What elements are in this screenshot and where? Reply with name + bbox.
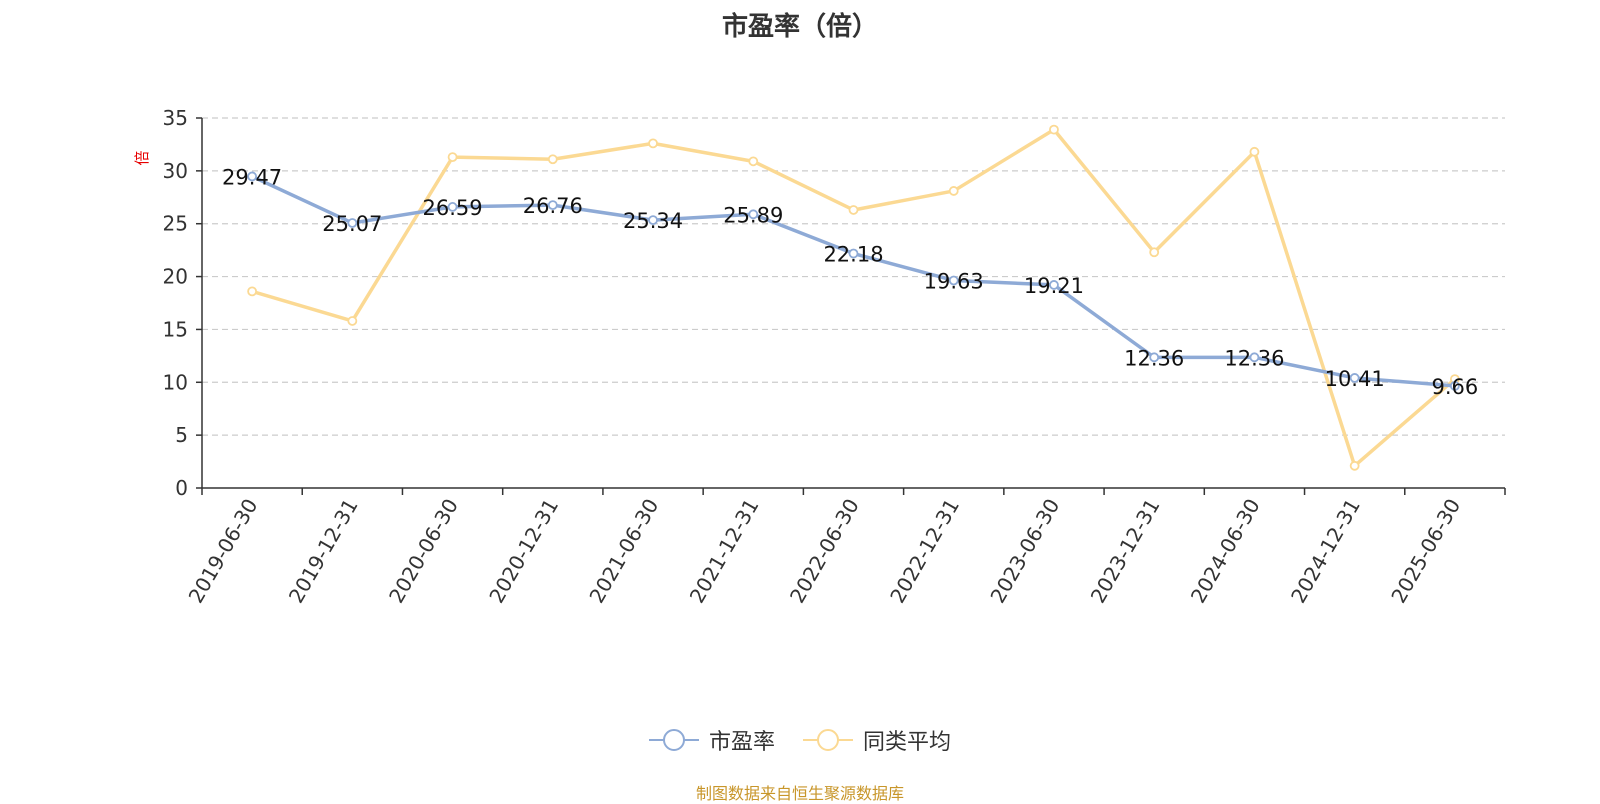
series bbox=[247, 124, 1460, 471]
data-label-pe: 9.66 bbox=[1432, 375, 1479, 399]
data-point-pe bbox=[848, 248, 859, 259]
data-point-peer-average bbox=[1149, 247, 1160, 258]
data-point-peer-average bbox=[1349, 460, 1360, 471]
data-point-peer-average bbox=[848, 205, 859, 215]
data-point-peer-average bbox=[247, 286, 258, 297]
data-label-pe: 25.34 bbox=[623, 209, 683, 233]
data-point-pe bbox=[247, 171, 258, 182]
y-tick-label: 20 bbox=[163, 265, 188, 289]
x-tick-label: 2021-12-31 bbox=[685, 495, 764, 608]
y-axis-unit-label: 倍 bbox=[133, 150, 151, 165]
data-label-pe: 10.41 bbox=[1325, 367, 1385, 391]
legend-label-peer-average: 同类平均 bbox=[863, 730, 952, 755]
data-point-pe bbox=[1149, 352, 1160, 363]
data-label-pe: 25.89 bbox=[723, 203, 783, 227]
data-label-pe: 22.18 bbox=[823, 243, 883, 267]
legend-line-circle-icon bbox=[803, 729, 853, 751]
data-point-pe bbox=[1449, 380, 1460, 391]
data-point-peer-average bbox=[347, 316, 358, 326]
x-tick-label: 2022-06-30 bbox=[785, 495, 864, 608]
data-point-peer-average bbox=[547, 154, 558, 165]
data-label-pe: 26.76 bbox=[523, 194, 583, 218]
y-tick-label: 30 bbox=[163, 159, 188, 183]
x-tick-label: 2020-06-30 bbox=[384, 495, 463, 608]
x-tick-label: 2023-12-31 bbox=[1086, 495, 1165, 608]
axes: 0 5 10 15 20 25 30 35 倍 2019-06-30 2019-12-31 2020-… bbox=[133, 106, 1506, 608]
x-tick-label: 2021-06-30 bbox=[584, 495, 663, 608]
legend: 市盈率 同类平均 bbox=[0, 720, 1600, 760]
gridlines bbox=[202, 117, 1505, 436]
data-labels: 29.47 25.07 26.59 26.76 25.34 25.89 22.18 19.63… bbox=[222, 165, 1478, 398]
data-point-pe bbox=[347, 218, 358, 228]
data-point-pe bbox=[1049, 280, 1059, 290]
data-point-pe bbox=[948, 275, 959, 286]
y-tick-label: 25 bbox=[163, 212, 188, 236]
data-point-pe bbox=[748, 209, 759, 220]
data-point-peer-average bbox=[948, 186, 959, 196]
data-point-peer-average bbox=[447, 152, 458, 163]
chart-title: 市盈率（倍） bbox=[721, 12, 878, 42]
x-tick-label: 2019-06-30 bbox=[184, 495, 263, 608]
x-tick-label: 2020-12-31 bbox=[484, 495, 563, 608]
y-tick-label: 35 bbox=[163, 106, 188, 130]
data-point-pe bbox=[1249, 352, 1260, 363]
data-label-pe: 19.63 bbox=[924, 269, 984, 293]
data-point-pe bbox=[547, 200, 558, 211]
legend-item-peer-average[interactable]: 同类平均 bbox=[803, 724, 951, 756]
data-point-pe bbox=[447, 202, 458, 212]
data-label-pe: 26.59 bbox=[423, 196, 483, 220]
x-tick-label: 2024-12-31 bbox=[1286, 495, 1365, 608]
data-label-pe: 29.47 bbox=[222, 165, 282, 189]
y-tick-label: 10 bbox=[163, 370, 188, 394]
data-label-pe: 25.07 bbox=[322, 212, 382, 236]
data-point-peer-average bbox=[748, 156, 759, 167]
data-point-pe bbox=[648, 215, 658, 226]
y-tick-label: 15 bbox=[163, 317, 188, 341]
data-label-pe: 12.36 bbox=[1224, 346, 1284, 370]
source-note: 制图数据来自恒生聚源数据库 bbox=[695, 784, 904, 803]
data-label-pe: 19.21 bbox=[1024, 274, 1084, 298]
legend-item-pe[interactable]: 市盈率 bbox=[648, 724, 775, 756]
data-point-peer-average bbox=[648, 138, 658, 149]
data-point-peer-average bbox=[1249, 146, 1260, 157]
x-tick-label: 2022-12-31 bbox=[885, 495, 964, 608]
y-tick-label: 5 bbox=[175, 423, 188, 447]
x-tick-label: 2023-06-30 bbox=[985, 495, 1064, 608]
series-line-peer-average bbox=[250, 127, 1457, 468]
legend-label-pe: 市盈率 bbox=[708, 730, 775, 755]
x-tick-label: 2025-06-30 bbox=[1386, 495, 1465, 608]
legend-line-circle-icon bbox=[648, 729, 699, 751]
data-label-pe: 12.36 bbox=[1124, 346, 1184, 370]
data-point-peer-average bbox=[1049, 124, 1059, 135]
data-point-pe bbox=[1349, 373, 1360, 383]
x-tick-label: 2024-06-30 bbox=[1186, 495, 1265, 608]
x-tick-label: 2019-12-31 bbox=[284, 495, 363, 608]
y-tick-label: 0 bbox=[175, 476, 188, 500]
